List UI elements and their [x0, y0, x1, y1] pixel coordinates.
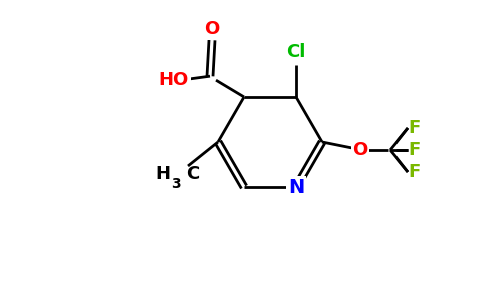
Text: H: H: [155, 165, 170, 183]
Text: Cl: Cl: [287, 43, 306, 61]
Text: C: C: [186, 165, 199, 183]
Text: O: O: [352, 141, 368, 159]
Text: 3: 3: [171, 177, 181, 191]
Text: F: F: [408, 141, 420, 159]
Text: O: O: [204, 20, 220, 38]
Text: F: F: [408, 119, 420, 137]
Text: HO: HO: [159, 71, 189, 89]
Text: N: N: [288, 178, 304, 196]
Text: F: F: [408, 163, 420, 181]
